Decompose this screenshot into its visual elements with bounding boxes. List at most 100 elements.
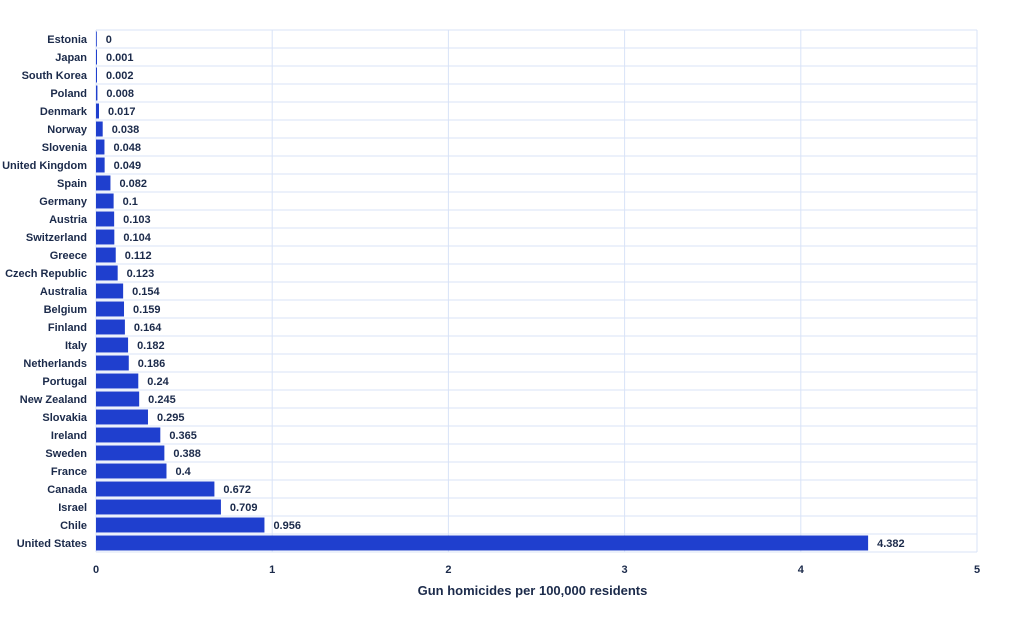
- category-label: Portugal: [42, 376, 87, 388]
- data-label: 0.049: [114, 160, 142, 172]
- bar: [96, 409, 148, 425]
- category-label: Spain: [57, 178, 87, 190]
- value-labels: 0 0.001 0.002 0.008 0.017 0.038 0.048 0.049 0.08…: [106, 34, 905, 550]
- data-label: 0.186: [138, 358, 166, 370]
- data-label: 0.082: [119, 178, 147, 190]
- bar: [96, 49, 97, 65]
- category-label: Israel: [58, 502, 87, 514]
- category-label: Chile: [60, 520, 87, 532]
- bar: [96, 355, 129, 371]
- data-label: 0.956: [273, 520, 301, 532]
- data-label: 4.382: [877, 538, 905, 550]
- data-label: 0.365: [169, 430, 197, 442]
- bar: [96, 103, 99, 119]
- category-label: Netherlands: [23, 358, 87, 370]
- data-label: 0.388: [173, 448, 201, 460]
- category-label: Italy: [65, 340, 88, 352]
- bar: [96, 193, 114, 209]
- bar: [96, 157, 105, 173]
- bar: [96, 211, 115, 227]
- data-label: 0.008: [106, 88, 134, 100]
- category-label: Estonia: [47, 34, 88, 46]
- bar: [96, 427, 161, 443]
- bar: [96, 229, 115, 245]
- data-label: 0.017: [108, 106, 136, 118]
- category-label: Norway: [47, 124, 88, 136]
- data-label: 0.103: [123, 214, 151, 226]
- data-label: 0.104: [123, 232, 151, 244]
- x-tick-label: 5: [974, 564, 980, 576]
- data-label: 0.709: [230, 502, 258, 514]
- data-label: 0.295: [157, 412, 185, 424]
- bar: [96, 139, 105, 155]
- data-label: 0.182: [137, 340, 165, 352]
- bar: [96, 283, 124, 299]
- category-label: Switzerland: [26, 232, 87, 244]
- category-label: Czech Republic: [5, 268, 87, 280]
- bar: [96, 499, 221, 515]
- category-label: South Korea: [22, 70, 88, 82]
- bar: [96, 301, 125, 317]
- bar: [96, 337, 129, 353]
- bar: [96, 481, 215, 497]
- grid: [95, 29, 978, 553]
- category-label: Belgium: [44, 304, 88, 316]
- category-label: New Zealand: [20, 394, 87, 406]
- bar: [96, 67, 97, 83]
- bar: [96, 31, 97, 47]
- data-label: 0.002: [106, 70, 134, 82]
- category-label: United States: [17, 538, 87, 550]
- bar: [96, 121, 103, 137]
- data-label: 0.123: [127, 268, 155, 280]
- bar: [96, 445, 165, 461]
- category-label: United Kingdom: [2, 160, 87, 172]
- data-label: 0.672: [223, 484, 251, 496]
- category-label: Canada: [47, 484, 88, 496]
- data-label: 0.154: [132, 286, 160, 298]
- bars: [96, 31, 869, 551]
- bar: [96, 319, 125, 335]
- bar: [96, 175, 111, 191]
- bar: [96, 373, 139, 389]
- category-label: Sweden: [45, 448, 87, 460]
- category-label: France: [51, 466, 87, 478]
- bar: [96, 463, 167, 479]
- bar: [96, 391, 140, 407]
- bar: [96, 535, 869, 551]
- category-label: Austria: [49, 214, 88, 226]
- category-label: Finland: [48, 322, 87, 334]
- x-tick-label: 0: [93, 564, 99, 576]
- data-label: 0.159: [133, 304, 161, 316]
- x-axis-ticks: 0 1 2 3 4 5: [93, 564, 980, 576]
- bar: [96, 517, 265, 533]
- category-label: Japan: [55, 52, 87, 64]
- data-label: 0.245: [148, 394, 176, 406]
- data-label: 0: [106, 34, 112, 46]
- category-label: Slovakia: [42, 412, 88, 424]
- category-label: Ireland: [51, 430, 87, 442]
- category-label: Australia: [40, 286, 88, 298]
- category-label: Poland: [50, 88, 87, 100]
- data-label: 0.1: [123, 196, 138, 208]
- data-label: 0.164: [134, 322, 162, 334]
- category-label: Greece: [50, 250, 87, 262]
- x-tick-label: 3: [622, 564, 628, 576]
- bar: [96, 85, 98, 101]
- x-tick-label: 1: [269, 564, 275, 576]
- data-label: 0.048: [113, 142, 141, 154]
- x-tick-label: 2: [445, 564, 451, 576]
- category-labels: Estonia Japan South Korea Poland Denmark Norw…: [2, 34, 88, 550]
- x-axis-title: Gun homicides per 100,000 residents: [418, 583, 648, 598]
- data-label: 0.4: [175, 466, 191, 478]
- bar: [96, 265, 118, 281]
- data-label: 0.001: [106, 52, 134, 64]
- data-label: 0.112: [125, 250, 152, 262]
- data-label: 0.24: [147, 376, 169, 388]
- x-tick-label: 4: [798, 564, 805, 576]
- data-label: 0.038: [112, 124, 140, 136]
- category-label: Slovenia: [42, 142, 88, 154]
- category-label: Germany: [39, 196, 88, 208]
- category-label: Denmark: [40, 106, 88, 118]
